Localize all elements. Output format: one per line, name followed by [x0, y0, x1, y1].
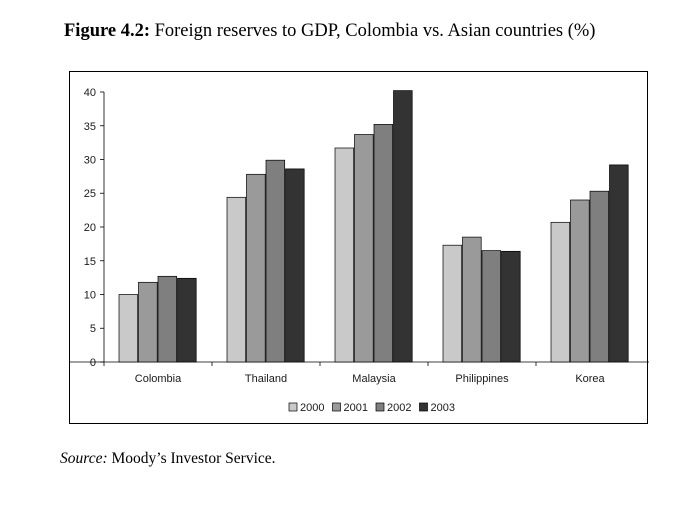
svg-text:2003: 2003 — [431, 402, 455, 414]
svg-text:Colombia: Colombia — [135, 373, 182, 385]
svg-text:Thailand: Thailand — [245, 373, 287, 385]
svg-text:0: 0 — [90, 357, 96, 369]
svg-text:2000: 2000 — [300, 402, 324, 414]
svg-text:Malaysia: Malaysia — [352, 373, 396, 385]
svg-text:Korea: Korea — [575, 373, 605, 385]
svg-text:2001: 2001 — [344, 402, 368, 414]
svg-text:30: 30 — [84, 155, 96, 167]
svg-text:20: 20 — [84, 222, 96, 234]
svg-text:40: 40 — [84, 87, 96, 99]
svg-text:5: 5 — [90, 323, 96, 335]
svg-text:Philippines: Philippines — [455, 373, 509, 385]
svg-text:2002: 2002 — [387, 402, 411, 414]
svg-text:10: 10 — [84, 290, 96, 302]
svg-text:35: 35 — [84, 121, 96, 133]
svg-text:25: 25 — [84, 188, 96, 200]
svg-text:15: 15 — [84, 256, 96, 268]
